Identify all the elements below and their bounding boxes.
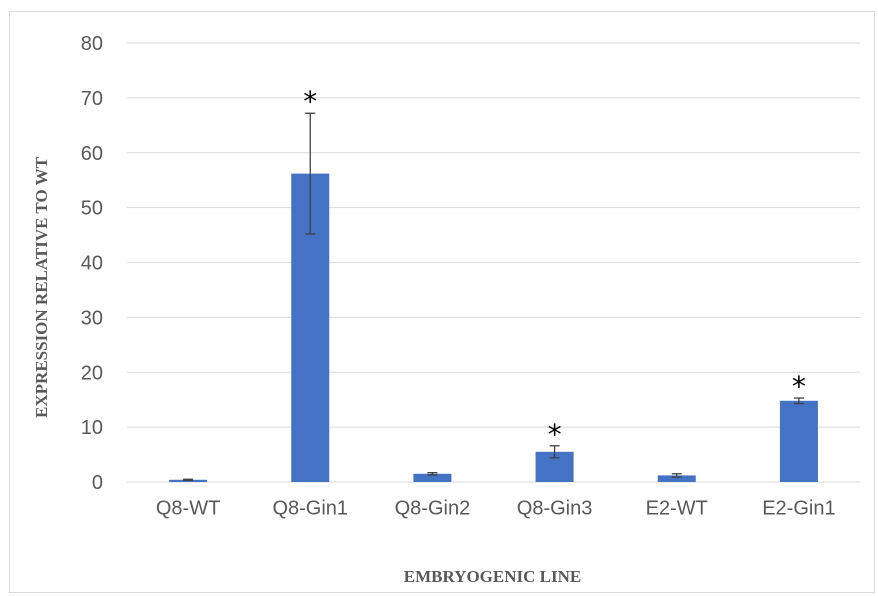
y-tick-label: 60 <box>81 143 103 165</box>
x-axis-tick-labels: Q8-WT Q8-Gin1 Q8-Gin2 Q8-Gin3 E2-WT E2-Gin1 <box>156 498 836 520</box>
error-bars <box>183 112 804 482</box>
x-axis-title: EMBRYOGENIC LINE <box>404 567 581 586</box>
y-tick-label: 70 <box>81 88 103 110</box>
x-tick-label: Q8-Gin3 <box>517 498 593 520</box>
bar <box>779 400 818 482</box>
x-tick-label: E2-Gin1 <box>762 498 835 520</box>
x-tick-label: Q8-Gin1 <box>272 498 348 520</box>
x-tick-label: Q8-WT <box>156 498 220 520</box>
y-tick-label: 0 <box>92 472 103 494</box>
bars <box>169 173 818 483</box>
significance-star: * <box>548 418 562 451</box>
y-tick-label: 20 <box>81 362 103 384</box>
y-axis-tick-labels: 0 10 20 30 40 50 60 70 80 <box>81 33 103 494</box>
x-tick-label: E2-WT <box>646 498 708 520</box>
bar <box>413 473 452 482</box>
y-tick-label: 10 <box>81 417 103 439</box>
x-tick-label: Q8-Gin2 <box>395 498 471 520</box>
y-tick-label: 80 <box>81 33 103 55</box>
significance-star: * <box>303 85 317 118</box>
y-tick-label: 50 <box>81 198 103 220</box>
significance-markers: * * * <box>303 85 806 451</box>
chart-frame <box>9 11 875 593</box>
y-tick-label: 40 <box>81 253 103 275</box>
y-tick-label: 30 <box>81 307 103 329</box>
significance-star: * <box>792 370 806 403</box>
bar <box>657 475 696 482</box>
y-axis-title: EXPRESSION RELATIVE TO WT <box>32 156 51 418</box>
gridlines <box>127 42 860 483</box>
